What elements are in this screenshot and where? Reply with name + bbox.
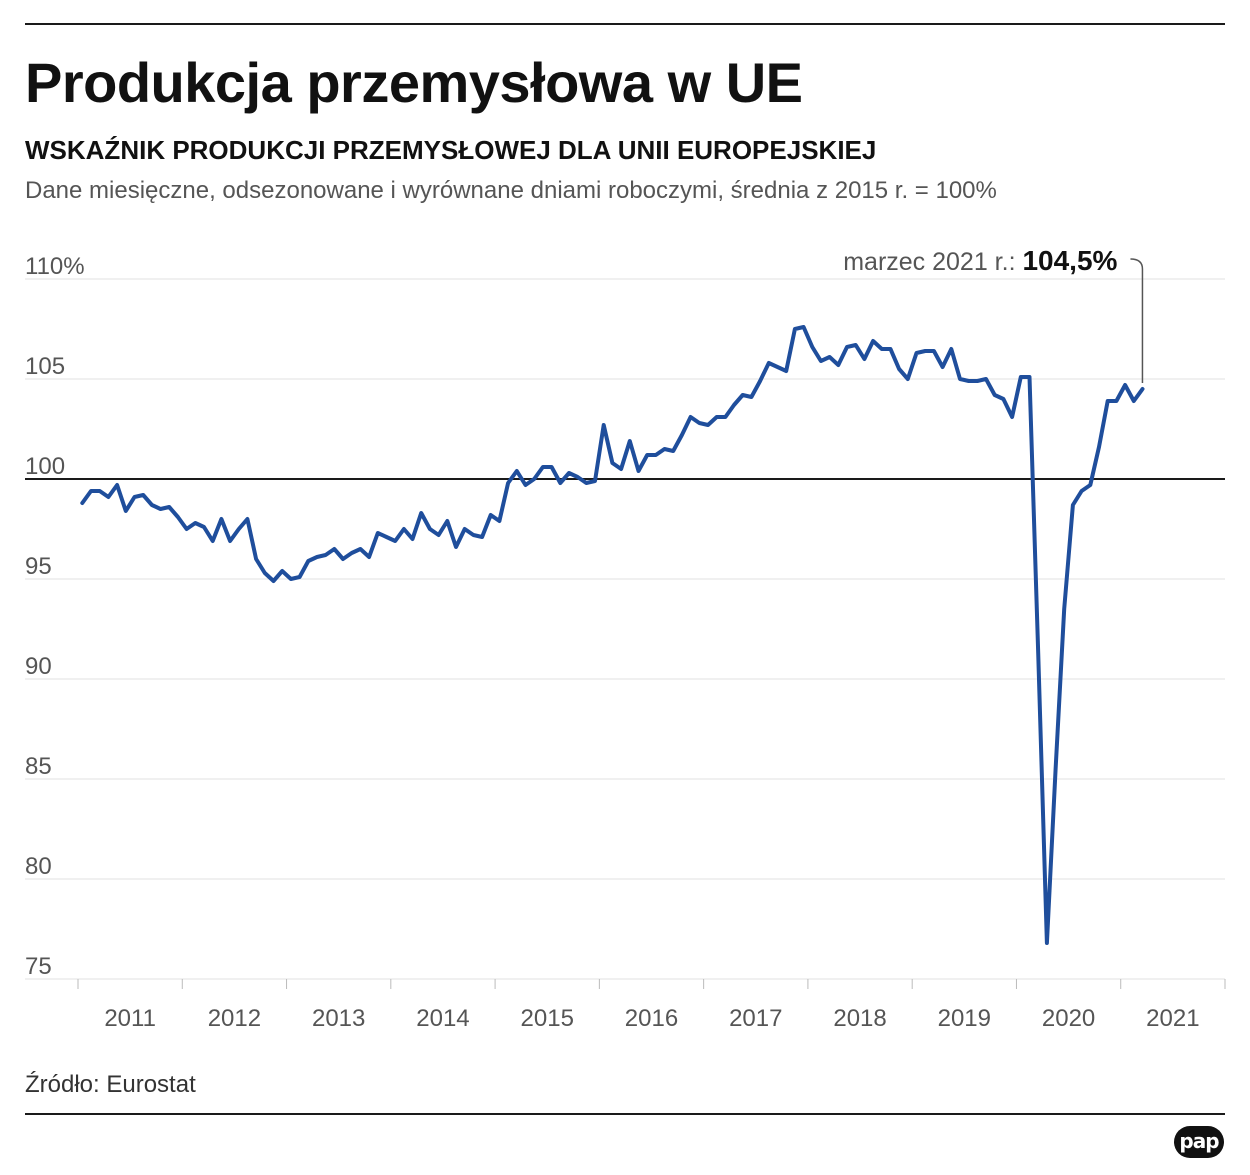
y-tick-label: 85 — [25, 753, 52, 780]
x-tick-label: 2020 — [1042, 1005, 1095, 1032]
source-note: Źródło: Eurostat — [25, 1071, 196, 1098]
y-tick-label: 90 — [25, 653, 52, 680]
x-tick-label: 2021 — [1146, 1005, 1199, 1032]
y-tick-label: 110% — [25, 253, 85, 280]
x-tick-label: 2015 — [521, 1005, 574, 1032]
bottom-rule — [25, 1113, 1225, 1115]
top-rule — [25, 23, 1225, 25]
annotation-layer: marzec 2021 r.: 104,5% — [843, 245, 1144, 383]
annotation-leader — [1130, 258, 1144, 383]
x-tick-label: 2016 — [625, 1005, 678, 1032]
y-tick-label: 105 — [25, 353, 65, 380]
x-tick-label: 2018 — [833, 1005, 886, 1032]
annotation-value: 104,5% — [1022, 245, 1117, 276]
x-tick-label: 2017 — [729, 1005, 782, 1032]
series-line — [80, 325, 1145, 945]
annotation-label: marzec 2021 r.: 104,5% — [843, 245, 1117, 276]
y-tick-label: 95 — [25, 553, 52, 580]
x-label-layer: 2011 2012 2013 2014 2015 2016 2017 2018 2019 2020… — [104, 1005, 1199, 1032]
x-tick-label: 2019 — [938, 1005, 991, 1032]
x-tick-label: 2014 — [416, 1005, 469, 1032]
chart-description: Dane miesięczne, odsezonowane i wyrównan… — [25, 177, 997, 204]
annotation-prefix: marzec 2021 r.: — [843, 248, 1022, 276]
series-layer — [80, 325, 1145, 945]
x-tick-label: 2013 — [312, 1005, 365, 1032]
y-tick-label: 75 — [25, 953, 52, 980]
y-tick-label: 80 — [25, 853, 52, 880]
y-label-layer: 75 80 85 90 95 100 105 110% — [25, 253, 85, 980]
chart-subtitle: WSKAŹNIK PRODUKCJI PRZEMYSŁOWEJ DLA UNII… — [25, 135, 877, 165]
grid-layer — [25, 278, 1225, 980]
x-tick-layer — [77, 979, 1226, 989]
x-tick-label: 2012 — [208, 1005, 261, 1032]
chart-title: Produkcja przemysłowa w UE — [25, 51, 803, 114]
y-tick-label: 100 — [25, 453, 65, 480]
x-tick-label: 2011 — [104, 1005, 156, 1032]
pap-logo: pap — [1174, 1126, 1224, 1158]
